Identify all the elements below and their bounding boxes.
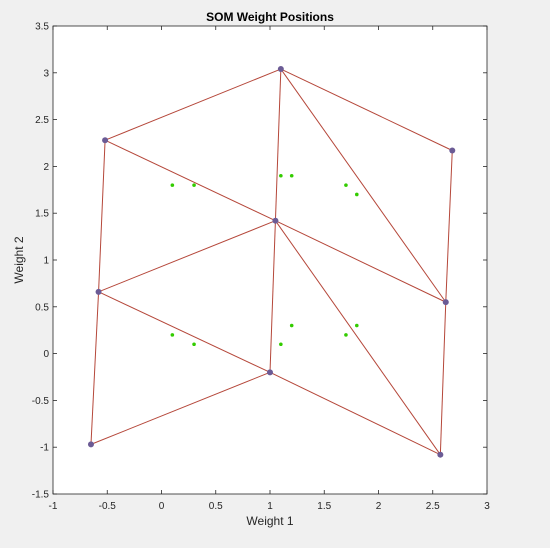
weight-edge [90, 291, 100, 445]
y-tick-label: 0.5 [35, 302, 49, 313]
x-tick-label: -0.5 [99, 501, 117, 512]
x-tick-label: -1 [49, 501, 58, 512]
weight-edge [275, 220, 446, 303]
y-tick-label: 1.5 [35, 209, 49, 220]
input-data-point [344, 183, 348, 187]
weight-edge [280, 68, 453, 151]
weight-edge [98, 220, 276, 293]
neuron-point [442, 299, 449, 306]
input-data-point [279, 342, 283, 347]
weight-edge [90, 371, 271, 445]
input-data-point [192, 342, 196, 347]
neuron-point [277, 66, 284, 73]
x-axis: -1 -0.5 0 0.5 1 1.5 2 2.5 3 [49, 26, 490, 512]
weight-edge [98, 140, 106, 292]
weight-edge [104, 68, 282, 141]
x-tick-label: 2.5 [426, 501, 440, 512]
y-tick-label: 3 [43, 68, 49, 79]
chart-title: SOM Weight Positions [206, 10, 334, 24]
weight-edge [445, 150, 453, 303]
weight-edge [439, 302, 447, 455]
weight-edge [269, 220, 276, 373]
neuron-point [102, 137, 109, 144]
x-tick-label: 0.5 [209, 501, 223, 512]
y-tick-label: -0.5 [32, 396, 50, 407]
input-data-point [279, 173, 283, 178]
input-data-point [355, 323, 359, 328]
neuron-points [87, 66, 456, 458]
y-tick-label: 2 [43, 162, 49, 173]
y-tick-label: -1 [40, 443, 49, 454]
weight-edge [274, 69, 282, 221]
y-tick-label: -1.5 [32, 490, 50, 501]
neuron-point [87, 441, 94, 448]
y-tick-label: 1 [43, 256, 49, 267]
y-tick-label: 3.5 [35, 22, 49, 33]
plot-area [52, 25, 488, 495]
weight-edge [275, 220, 441, 455]
x-axis-label: Weight 1 [246, 514, 293, 528]
neuron-point [95, 288, 102, 295]
y-axis: -1.5 -1 -0.5 0 0.5 1 1.5 2 2.5 3 3.5 [32, 22, 487, 501]
weight-edge [98, 291, 271, 373]
x-tick-label: 0 [159, 501, 165, 512]
weight-edge [104, 139, 276, 222]
input-data-point [170, 333, 175, 337]
input-data-point [192, 183, 196, 187]
input-data-point [170, 183, 175, 187]
input-data-points [170, 173, 359, 347]
weight-edges [90, 68, 453, 456]
y-tick-label: 2.5 [35, 115, 49, 126]
input-data-point [355, 192, 359, 197]
neuron-point [267, 369, 273, 376]
y-axis-label: Weight 2 [12, 236, 26, 283]
weight-edge [280, 68, 447, 303]
input-data-point [344, 333, 348, 337]
y-tick-label: 0 [43, 349, 49, 360]
neuron-point [437, 451, 444, 458]
x-tick-label: 3 [484, 501, 490, 512]
x-tick-label: 1 [267, 501, 273, 512]
neuron-point [449, 147, 456, 154]
x-tick-label: 1.5 [317, 501, 331, 512]
weight-edge [269, 371, 441, 456]
input-data-point [289, 173, 294, 178]
input-data-point [289, 323, 294, 328]
x-tick-label: 2 [376, 501, 382, 512]
neuron-point [272, 217, 279, 224]
